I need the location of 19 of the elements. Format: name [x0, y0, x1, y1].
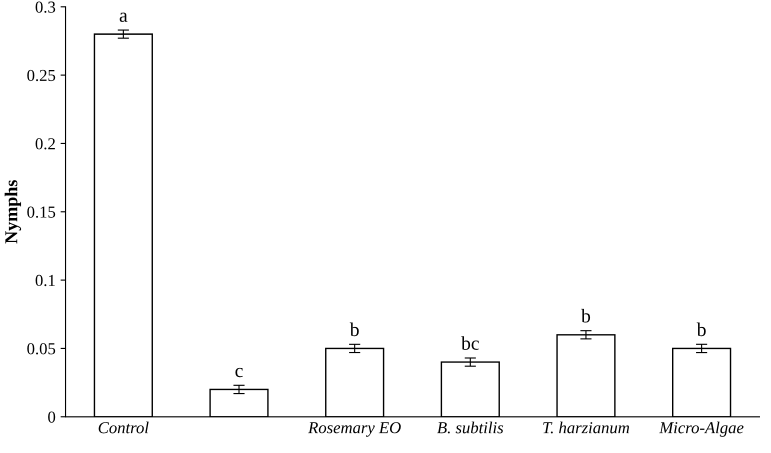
x-tick-label: Micro-Algae — [659, 422, 744, 437]
x-tick-label: B. subtilis — [437, 422, 504, 434]
y-tick-label: 0.1 — [36, 274, 55, 286]
annotation: a — [120, 12, 128, 22]
y-tick-label: 0.05 — [27, 343, 56, 354]
y-tick-label: 0.2 — [36, 138, 55, 150]
annotation: b — [350, 322, 359, 336]
x-tick-label: Rosemary EO — [308, 422, 401, 437]
y-tick-label: 0 — [48, 411, 56, 423]
x-tick-label: T. harzianum — [543, 422, 630, 434]
annotation: bc — [461, 336, 479, 350]
annotation: b — [696, 322, 706, 336]
x-tick-label: Control — [98, 422, 149, 434]
annotation: c — [235, 368, 243, 378]
y-tick-label: 0.15 — [27, 206, 56, 218]
y-tick-label: 0.3 — [36, 1, 56, 13]
annotation: b — [581, 308, 590, 323]
y-tick-label: 0.25 — [27, 70, 56, 82]
y-axis-title: Nymphs — [4, 180, 22, 244]
